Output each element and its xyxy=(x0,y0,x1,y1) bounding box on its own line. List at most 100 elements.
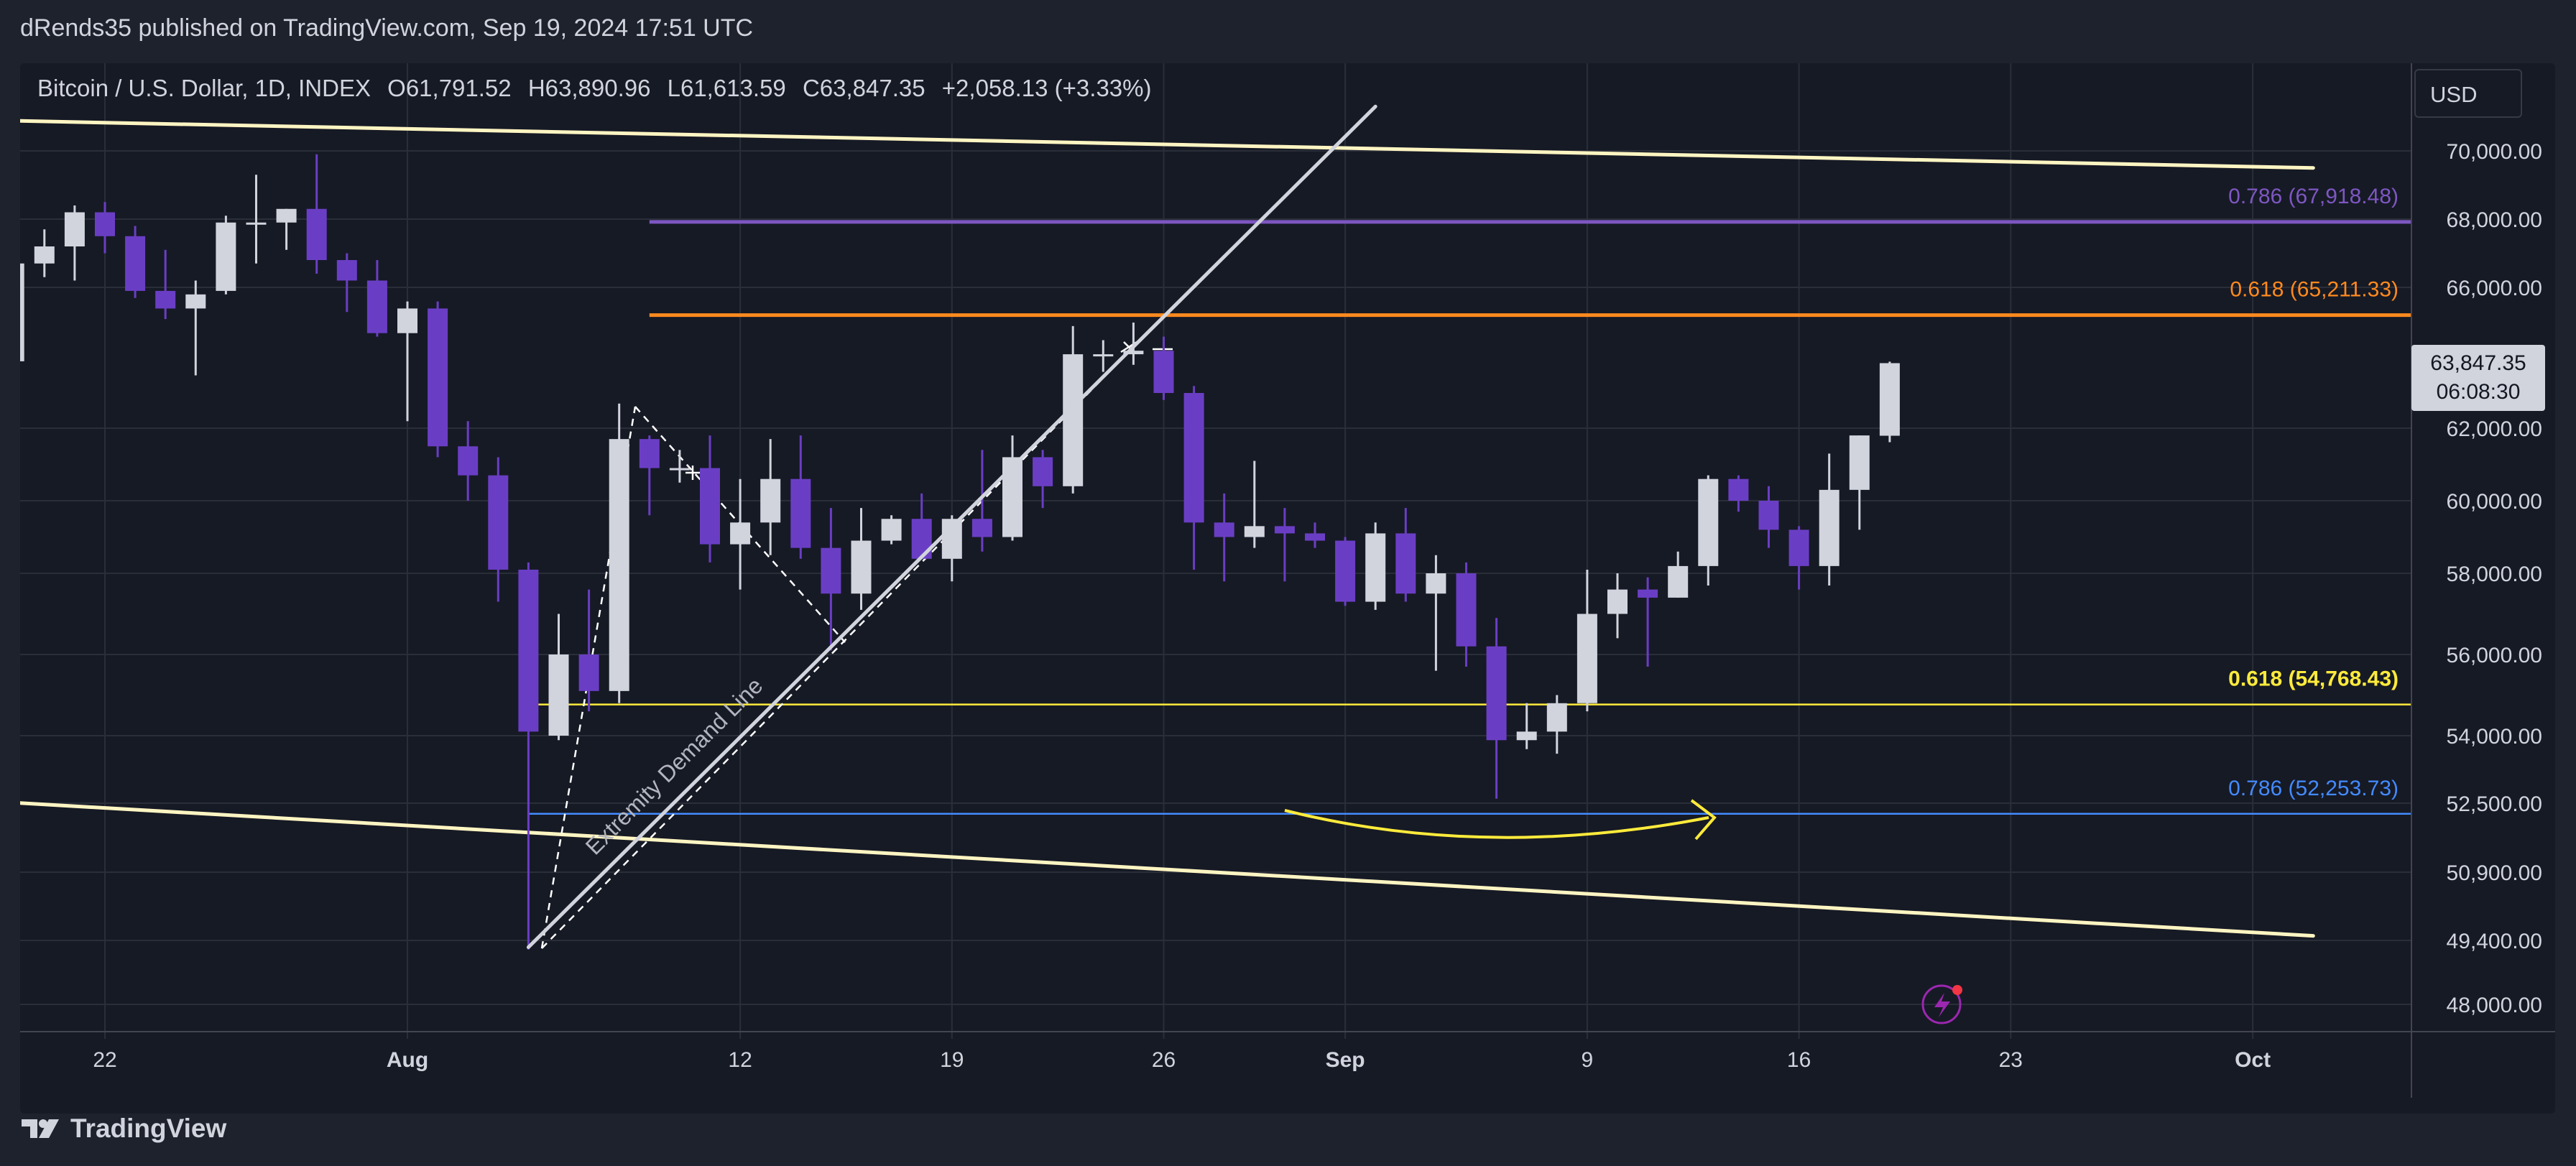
price-tick-label: 68,000.00 xyxy=(2447,208,2542,232)
price-tick-label: 56,000.00 xyxy=(2447,644,2542,667)
candle-body xyxy=(609,439,629,691)
candle-body xyxy=(730,522,751,545)
candle-body xyxy=(518,569,539,732)
candle-body xyxy=(911,519,932,559)
candle-body xyxy=(1274,526,1295,534)
candle-body xyxy=(1153,351,1174,393)
candle-body xyxy=(1183,393,1204,523)
price-tick-label: 58,000.00 xyxy=(2447,563,2542,586)
fib-level-label: 0.618 (65,211.33) xyxy=(2230,278,2399,302)
candle-body xyxy=(1668,565,1689,598)
chart-area[interactable]: 0.786 (67,918.48) 0.618 (65,211.33) 0.618 … xyxy=(20,63,2555,1114)
candle-body xyxy=(1093,354,1114,357)
publish-info: dRends35 published on TradingView.com, S… xyxy=(20,14,754,42)
candle-body xyxy=(1426,573,1446,594)
candle-body xyxy=(1819,489,1839,566)
price-tick-label: 66,000.00 xyxy=(2447,277,2542,300)
candle-body xyxy=(1849,435,1870,490)
candle-body xyxy=(1576,614,1597,703)
trendlines xyxy=(526,104,1377,950)
candle-body xyxy=(1546,703,1567,732)
candle-body xyxy=(306,208,327,260)
symbol-ohlc-legend: Bitcoin / U.S. Dollar, 1D, INDEX O61,791… xyxy=(37,75,1162,102)
trendline-extremity-demand xyxy=(526,104,1377,950)
candle-body xyxy=(760,478,781,523)
grid-lines xyxy=(20,63,2411,1039)
time-tick-label: 23 xyxy=(1999,1048,2023,1072)
candle-body xyxy=(639,439,660,468)
candle-body xyxy=(155,290,176,309)
header-bar: dRends35 published on TradingView.com, S… xyxy=(0,0,2576,63)
candle-body xyxy=(488,475,509,570)
candle-body xyxy=(1516,731,1537,741)
fib-level-label: 0.786 (67,918.48) xyxy=(2228,185,2399,208)
tradingview-logo[interactable]: TradingView xyxy=(20,1112,226,1145)
candle-body xyxy=(1395,533,1416,594)
ohlc-high: H63,890.96 xyxy=(527,75,651,101)
candle-body xyxy=(1879,363,1900,436)
candle-body xyxy=(20,263,24,361)
ohlc-close: C63,847.35 xyxy=(802,75,925,101)
ohlc-low: L61,613.59 xyxy=(667,75,786,101)
candle-body xyxy=(246,222,267,225)
trendline-lower-channel xyxy=(20,801,2315,938)
candle-body xyxy=(1244,526,1265,537)
time-tick-label: Oct xyxy=(2235,1048,2271,1072)
candlestick-chart[interactable]: 0.786 (67,918.48) 0.618 (65,211.33) 0.618 … xyxy=(20,63,2555,1114)
candle-body xyxy=(821,547,841,594)
time-tick-label: 22 xyxy=(93,1048,116,1072)
price-tick-label: 62,000.00 xyxy=(2447,417,2542,441)
candle-body xyxy=(851,540,872,594)
trendline-upper-channel xyxy=(20,119,2315,170)
candle-body xyxy=(185,294,206,309)
fib-levels: 0.786 (67,918.48) 0.618 (65,211.33) 0.618 … xyxy=(528,185,2411,815)
channel-lines xyxy=(20,119,2315,938)
candle-body xyxy=(1607,589,1628,614)
price-tick-label: 60,000.00 xyxy=(2447,490,2542,514)
time-tick-label: Sep xyxy=(1326,1048,1365,1072)
price-tick-label: 50,900.00 xyxy=(2447,861,2542,885)
lightning-icon[interactable] xyxy=(1921,984,1962,1024)
candle-body xyxy=(1788,529,1809,566)
candle-body xyxy=(1063,354,1084,486)
candle-body xyxy=(881,519,902,541)
time-tick-label: 26 xyxy=(1152,1048,1176,1072)
candle-body xyxy=(428,308,448,447)
axes: 70,000.00 68,000.00 66,000.00 62,000.00 60,0… xyxy=(20,63,2555,1098)
candle-body xyxy=(1728,478,1749,501)
candle-body xyxy=(669,468,690,471)
symbol-name: Bitcoin / U.S. Dollar, 1D, INDEX xyxy=(37,75,371,101)
candle-body xyxy=(397,308,417,333)
candle-body xyxy=(1698,478,1719,566)
candle-body xyxy=(1456,573,1477,647)
ohlc-change: +2,058.13 (+3.33%) xyxy=(941,75,1152,101)
yellow-arrow-curve xyxy=(1284,809,1709,839)
candle-body xyxy=(125,236,146,291)
time-tick-label: 12 xyxy=(728,1048,752,1072)
candle-body xyxy=(578,654,599,691)
candle-body xyxy=(1638,589,1658,598)
candle-body xyxy=(1305,533,1325,541)
price-tick-label: 54,000.00 xyxy=(2447,725,2542,749)
ohlc-open: O61,791.52 xyxy=(387,75,512,101)
yellow-arrow-head xyxy=(1690,799,1717,841)
candle-body xyxy=(548,654,569,736)
last-price-value: 63,847.35 xyxy=(2430,351,2526,375)
candle-body xyxy=(216,222,236,291)
candle-body xyxy=(1002,457,1022,537)
candle-body xyxy=(458,446,479,476)
candle-body xyxy=(971,519,992,537)
tradingview-brand: TradingView xyxy=(70,1114,227,1143)
time-tick-label: 9 xyxy=(1582,1048,1594,1072)
price-tick-label: 70,000.00 xyxy=(2447,140,2542,164)
price-tick-label: 49,400.00 xyxy=(2447,930,2542,953)
candle-body xyxy=(366,280,387,333)
footer-bar xyxy=(0,1114,2576,1166)
time-tick-label: 16 xyxy=(1787,1048,1811,1072)
candle-body xyxy=(276,208,297,223)
candle-body xyxy=(1486,646,1507,741)
candle-body xyxy=(1335,540,1356,602)
candle-body xyxy=(1365,533,1386,602)
currency-button[interactable]: USD xyxy=(2414,69,2522,118)
fib-level-label: 0.618 (54,768.43) xyxy=(2228,667,2399,691)
